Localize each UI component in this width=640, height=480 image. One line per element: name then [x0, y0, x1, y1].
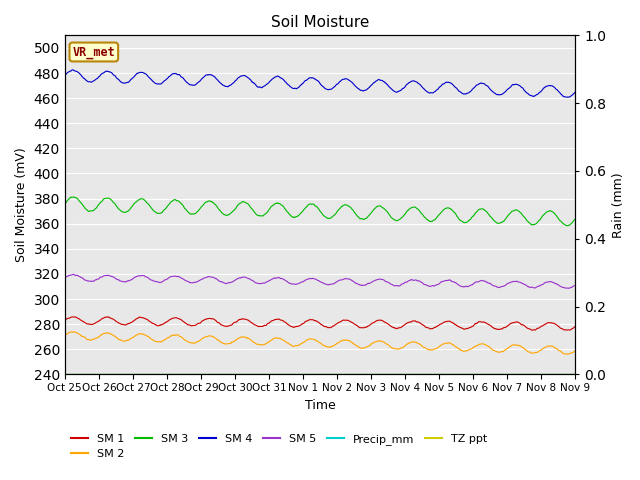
TZ ppt — [61, 372, 68, 377]
Legend: SM 1, SM 2, SM 3, SM 4, SM 5, Precip_mm, TZ ppt: SM 1, SM 2, SM 3, SM 4, SM 5, Precip_mm,… — [67, 429, 492, 464]
Precip_mm — [232, 372, 239, 377]
SM 4 — [175, 72, 182, 77]
SM 4 — [466, 89, 474, 95]
SM 3 — [466, 216, 474, 222]
SM 1 — [68, 314, 76, 320]
SM 4 — [511, 82, 519, 87]
Line: SM 5: SM 5 — [65, 274, 575, 288]
SM 2 — [175, 333, 182, 338]
SM 4 — [399, 85, 407, 91]
Y-axis label: Rain (mm): Rain (mm) — [612, 172, 625, 238]
SM 4 — [68, 67, 76, 72]
SM 2 — [70, 329, 77, 335]
SM 3 — [68, 194, 76, 200]
SM 2 — [399, 344, 407, 350]
SM 2 — [466, 347, 474, 352]
X-axis label: Time: Time — [305, 399, 335, 412]
SM 5 — [564, 286, 572, 291]
Precip_mm — [572, 372, 579, 377]
SM 1 — [61, 317, 68, 323]
SM 5 — [175, 274, 182, 279]
Title: Soil Moisture: Soil Moisture — [271, 15, 369, 30]
SM 5 — [232, 277, 239, 283]
Y-axis label: Soil Moisture (mV): Soil Moisture (mV) — [15, 147, 28, 262]
Precip_mm — [61, 372, 68, 377]
SM 5 — [61, 275, 68, 281]
SM 5 — [163, 276, 170, 282]
SM 1 — [572, 324, 579, 329]
SM 5 — [466, 283, 474, 288]
SM 3 — [399, 213, 407, 219]
SM 4 — [572, 89, 579, 95]
SM 3 — [163, 205, 170, 211]
SM 3 — [175, 198, 182, 204]
SM 4 — [232, 77, 239, 83]
TZ ppt — [466, 372, 474, 377]
Precip_mm — [162, 372, 170, 377]
SM 2 — [232, 337, 239, 343]
Line: SM 4: SM 4 — [65, 70, 575, 97]
SM 5 — [572, 282, 579, 288]
SM 2 — [163, 336, 170, 342]
SM 1 — [163, 319, 170, 325]
Text: VR_met: VR_met — [72, 46, 115, 59]
SM 1 — [511, 319, 519, 325]
SM 1 — [232, 319, 239, 325]
SM 2 — [511, 342, 519, 348]
SM 1 — [399, 323, 407, 329]
Precip_mm — [466, 372, 474, 377]
TZ ppt — [399, 372, 407, 377]
SM 1 — [466, 324, 474, 330]
SM 4 — [563, 94, 571, 100]
SM 3 — [232, 205, 239, 211]
Line: SM 2: SM 2 — [65, 332, 575, 354]
SM 2 — [572, 348, 579, 353]
SM 3 — [572, 216, 579, 221]
SM 1 — [175, 316, 182, 322]
SM 4 — [163, 77, 170, 83]
Precip_mm — [175, 372, 182, 377]
SM 3 — [564, 223, 572, 228]
TZ ppt — [572, 372, 579, 377]
SM 5 — [399, 281, 407, 287]
TZ ppt — [232, 372, 239, 377]
TZ ppt — [175, 372, 182, 377]
Precip_mm — [511, 372, 518, 377]
SM 4 — [61, 72, 68, 78]
TZ ppt — [511, 372, 518, 377]
SM 2 — [61, 332, 68, 338]
SM 1 — [528, 327, 536, 333]
TZ ppt — [162, 372, 170, 377]
SM 5 — [70, 271, 77, 277]
SM 3 — [511, 207, 519, 213]
Precip_mm — [399, 372, 407, 377]
SM 2 — [563, 351, 570, 357]
Line: SM 3: SM 3 — [65, 197, 575, 226]
Line: SM 1: SM 1 — [65, 317, 575, 330]
SM 3 — [61, 202, 68, 207]
SM 5 — [511, 279, 519, 285]
